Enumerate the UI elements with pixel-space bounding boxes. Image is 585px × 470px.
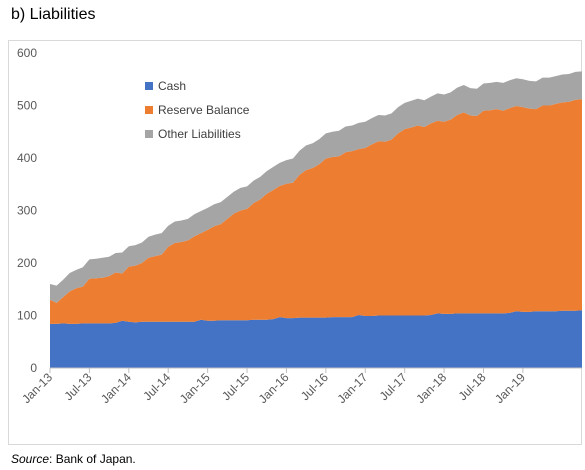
legend-swatch-2 bbox=[145, 130, 153, 138]
source-label: Source bbox=[11, 452, 50, 466]
legend-label-0: Cash bbox=[158, 79, 186, 93]
x-tick-label-12: Jan-19 bbox=[492, 370, 528, 406]
y-tick-label-1: 100 bbox=[17, 309, 37, 323]
y-tick-label-6: 600 bbox=[17, 46, 37, 60]
x-tick-label-10: Jan-18 bbox=[413, 370, 449, 406]
x-tick-label-0: Jan-13 bbox=[19, 370, 55, 406]
x-tick-label-6: Jan-16 bbox=[256, 370, 292, 406]
legend-swatch-0 bbox=[145, 82, 153, 90]
y-tick-label-4: 400 bbox=[17, 151, 37, 165]
x-tick-label-1: Jul-13 bbox=[62, 370, 95, 403]
y-tick-label-3: 300 bbox=[17, 204, 37, 218]
x-tick-label-5: Jul-15 bbox=[219, 370, 252, 403]
y-tick-label-0: 0 bbox=[30, 361, 37, 375]
x-axis: Jan-13 Jul-13 Jan-14 Jul-14 Jan-15 Jul-15 Jan-… bbox=[19, 367, 582, 406]
stacked-areas bbox=[50, 71, 582, 368]
x-tick-label-3: Jul-14 bbox=[140, 370, 173, 403]
legend: Cash Reserve Balance Other Liabilities bbox=[145, 79, 250, 141]
source-text: : Bank of Japan. bbox=[49, 452, 136, 466]
legend-swatch-1 bbox=[145, 106, 153, 114]
legend-label-2: Other Liabilities bbox=[158, 127, 241, 141]
x-tick-label-11: Jul-18 bbox=[456, 370, 489, 403]
area-series-0 bbox=[50, 310, 582, 368]
area-series-1 bbox=[50, 99, 582, 324]
x-tick-label-2: Jan-14 bbox=[98, 370, 134, 406]
y-tick-label-2: 200 bbox=[17, 256, 37, 270]
source-note: Source: Bank of Japan. bbox=[11, 452, 136, 466]
y-tick-label-5: 500 bbox=[17, 99, 37, 113]
x-tick-label-9: Jul-17 bbox=[377, 370, 410, 403]
y-axis: 0 100 200 300 400 500 600 bbox=[17, 46, 37, 375]
area-series-2 bbox=[50, 71, 582, 303]
panel-title: b) Liabilities bbox=[11, 6, 96, 23]
x-tick-label-7: Jul-16 bbox=[298, 370, 331, 403]
legend-label-1: Reserve Balance bbox=[158, 103, 250, 117]
x-tick-label-4: Jan-15 bbox=[177, 370, 213, 406]
x-tick-label-8: Jan-17 bbox=[335, 370, 371, 406]
